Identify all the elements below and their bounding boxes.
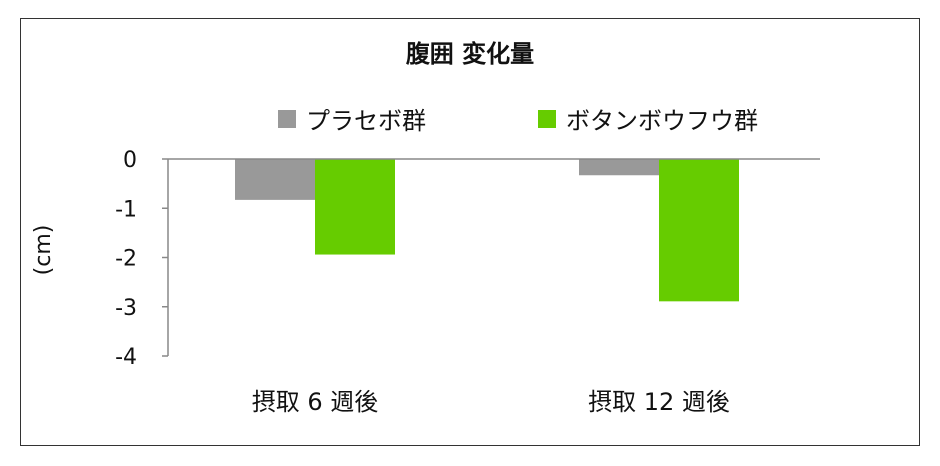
x-tick-label: 摂取 6 週後	[252, 388, 379, 416]
y-tick-label: -3	[115, 296, 137, 321]
y-tick-label: -4	[115, 345, 137, 370]
bar	[235, 159, 315, 200]
legend-label: プラセボ群	[306, 107, 426, 135]
bar	[579, 159, 659, 176]
y-tick-label: 0	[123, 148, 137, 173]
chart-frame	[20, 18, 920, 446]
y-tick-label: -1	[115, 197, 137, 222]
bar	[315, 159, 395, 255]
y-tick-label: -2	[115, 247, 137, 272]
y-axis-label: (cm)	[31, 225, 56, 276]
bar	[659, 159, 739, 302]
legend-label: ボタンボウフウ群	[566, 107, 758, 135]
x-tick-label: 摂取 12 週後	[588, 388, 730, 416]
chart-title: 腹囲 変化量	[406, 40, 534, 68]
legend-swatch	[538, 110, 556, 128]
plot-area: 0 -1 -2 -3 -4 摂取 6 週後 摂取 12 週後	[115, 148, 820, 416]
legend: プラセボ群 ボタンボウフウ群	[278, 107, 758, 135]
legend-swatch	[278, 110, 296, 128]
